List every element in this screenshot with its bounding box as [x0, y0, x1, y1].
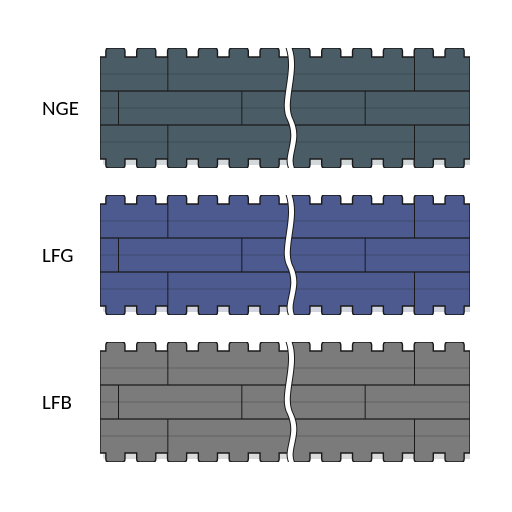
- belt-label: NGE: [0, 95, 100, 121]
- belt-graphic-nge: [100, 48, 470, 168]
- belt-row-lfb: LFB: [0, 342, 512, 462]
- belt-row-nge: NGE: [0, 48, 512, 168]
- belt-graphic-lfg: [100, 195, 470, 315]
- belt-label: LFG: [0, 242, 100, 268]
- belt-row-lfg: LFG: [0, 195, 512, 315]
- belt-graphic-lfb: [100, 342, 470, 462]
- belt-label: LFB: [0, 389, 100, 415]
